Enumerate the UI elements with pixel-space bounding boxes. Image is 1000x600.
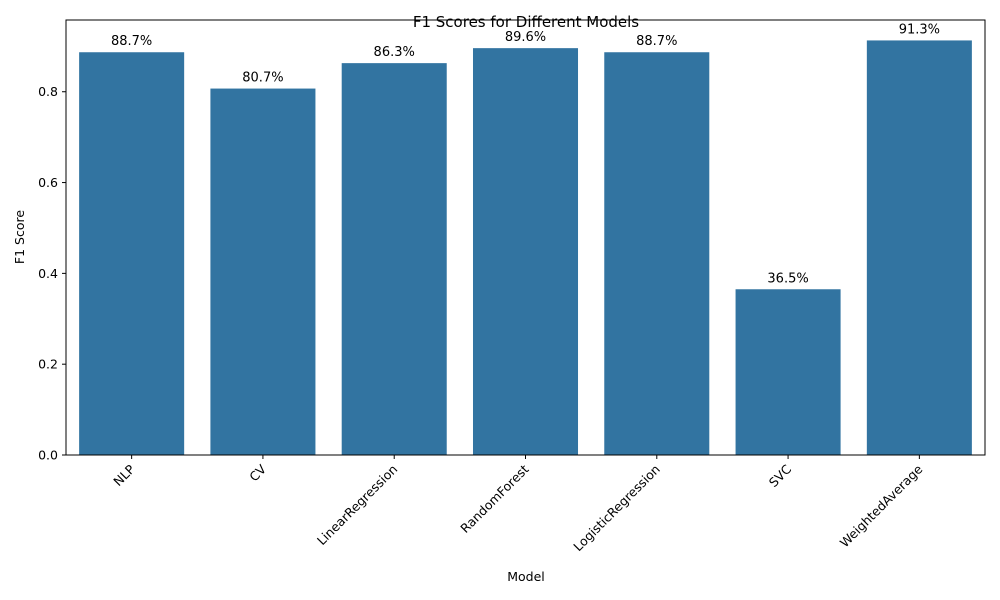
y-tick-label: 0.8 — [38, 84, 58, 99]
x-tick-label-weightedaverage: WeightedAverage — [837, 461, 926, 550]
bar-linearregression — [341, 63, 447, 455]
bar-cv — [210, 88, 316, 455]
bar-weightedaverage — [866, 40, 972, 456]
data-label-linearregression: 86.3% — [374, 45, 415, 60]
bar-logisticregression — [604, 52, 710, 456]
data-label-nlp: 88.7% — [111, 34, 152, 49]
bar-randomforest — [472, 48, 579, 456]
y-axis-title: F1 Score — [12, 210, 27, 264]
bar-svc — [735, 289, 841, 455]
data-label-weightedaverage: 91.3% — [899, 22, 940, 37]
data-label-logisticregression: 88.7% — [636, 34, 677, 49]
data-labels-layer: 88.7% 80.7% 86.3% 89.6% 88.7% 36.5% 91.3% — [111, 22, 940, 286]
bar-nlp — [79, 52, 185, 456]
chart-title: F1 Scores for Different Models — [413, 13, 639, 31]
y-tick-label: 0.4 — [38, 266, 58, 281]
x-tick-label-randomforest: RandomForest — [457, 461, 531, 535]
x-axis-title: Model — [507, 569, 545, 584]
data-label-svc: 36.5% — [767, 271, 808, 286]
x-tick-label-svc: SVC — [766, 461, 795, 490]
x-tick-label-cv: CV — [246, 461, 269, 484]
y-tick-label: 0.0 — [38, 448, 58, 463]
x-axis: NLP CV LinearRegression RandomForest Logisti… — [110, 455, 926, 555]
y-tick-label: 0.2 — [38, 357, 58, 372]
plot-frame — [65, 19, 986, 456]
x-tick-label-nlp: NLP — [110, 461, 138, 489]
x-tick-label-linearregression: LinearRegression — [314, 462, 400, 548]
y-tick-label: 0.6 — [38, 175, 58, 190]
y-axis: 0.0 0.2 0.4 0.6 0.8 — [38, 84, 66, 463]
x-tick-label-logisticregression: LogisticRegression — [570, 462, 663, 555]
data-label-cv: 80.7% — [242, 71, 283, 86]
bars-layer — [79, 40, 972, 456]
data-label-randomforest: 89.6% — [505, 30, 546, 45]
